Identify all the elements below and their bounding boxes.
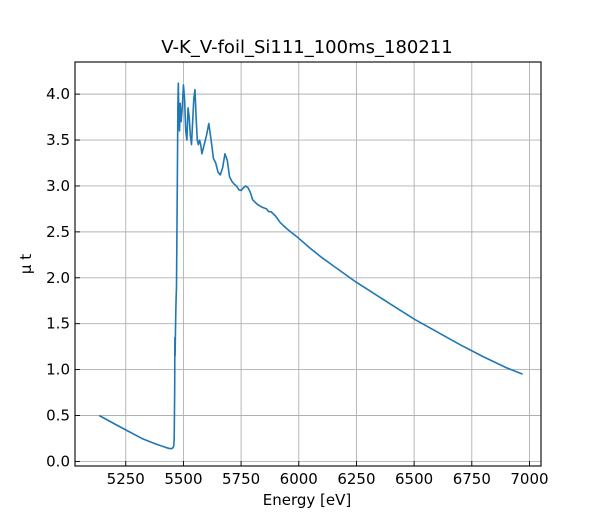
series-layer <box>98 82 523 450</box>
x-tick-label: 6750 <box>453 470 491 488</box>
x-tick-label: 5250 <box>107 470 145 488</box>
x-tick-label: 7000 <box>510 470 548 488</box>
y-tick-label: 2.0 <box>46 269 70 287</box>
y-axis-label: μ t <box>17 254 35 274</box>
x-tick-label: 6250 <box>337 470 375 488</box>
grid-lines <box>75 62 541 466</box>
y-tick-label: 2.5 <box>46 223 70 241</box>
x-axis-label: Energy [eV] <box>263 491 351 509</box>
x-tick-label: 5500 <box>164 470 202 488</box>
x-tick-label: 6500 <box>395 470 433 488</box>
x-tick-label: 5750 <box>222 470 260 488</box>
chart-title: V-K_V-foil_Si111_100ms_180211 <box>161 37 452 58</box>
plot-frame <box>74 61 542 467</box>
y-tick-label: 1.0 <box>46 361 70 379</box>
x-tick-label: 6000 <box>280 470 318 488</box>
y-tick-label: 0.0 <box>46 452 70 470</box>
ticks: 5250 5500 5750 6000 6250 6500 6750 7000 0.0 0.5 1.… <box>46 85 548 488</box>
y-tick-label: 1.5 <box>46 315 70 333</box>
y-tick-label: 3.0 <box>46 177 70 195</box>
y-tick-label: 3.5 <box>46 131 70 149</box>
series-line <box>98 82 523 450</box>
y-tick-label: 0.5 <box>46 407 70 425</box>
y-tick-label: 4.0 <box>46 85 70 103</box>
